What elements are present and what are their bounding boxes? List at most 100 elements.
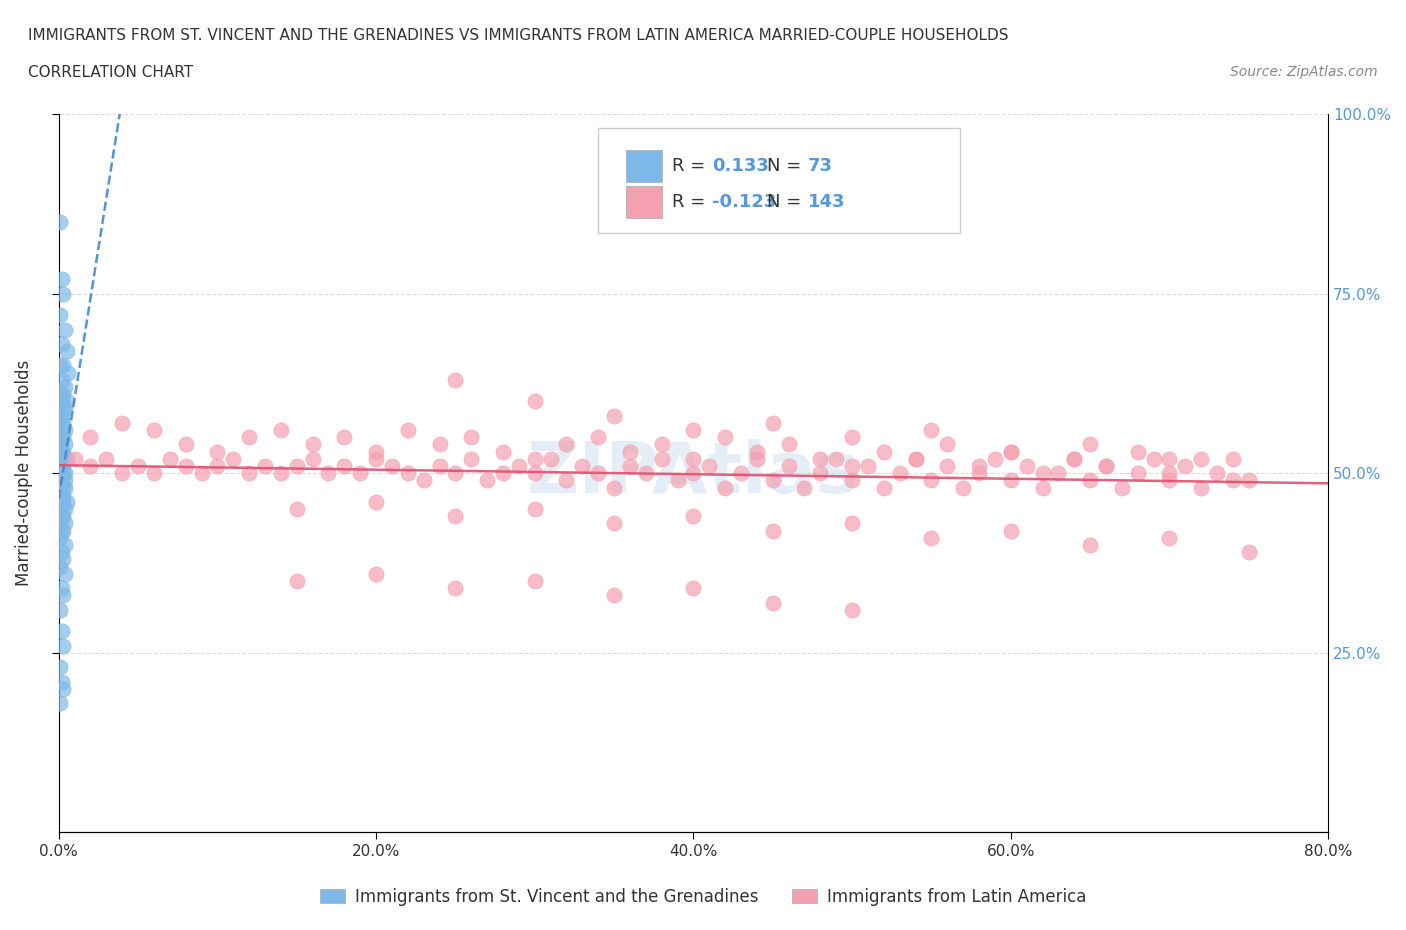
Point	[53, 516, 76, 531]
Point	[349, 466, 371, 481]
Point	[586, 466, 609, 481]
Point	[49, 516, 72, 531]
Point	[778, 458, 800, 473]
Point	[444, 372, 467, 387]
Point	[333, 458, 356, 473]
Point	[49, 480, 72, 495]
Point	[1222, 451, 1244, 466]
Point	[1159, 451, 1181, 466]
Point	[49, 451, 72, 466]
Point	[714, 430, 737, 445]
Point	[586, 430, 609, 445]
Point	[841, 473, 863, 488]
Point	[841, 430, 863, 445]
Point	[49, 487, 72, 502]
Point	[745, 451, 768, 466]
Point	[682, 451, 704, 466]
Point	[52, 401, 75, 416]
Point	[682, 509, 704, 524]
Point	[301, 451, 323, 466]
Point	[222, 451, 245, 466]
Point	[1015, 458, 1038, 473]
Point	[762, 524, 785, 538]
Point	[651, 451, 673, 466]
Point	[270, 466, 292, 481]
Point	[51, 445, 73, 459]
FancyBboxPatch shape	[626, 186, 662, 219]
Point	[1126, 445, 1149, 459]
Point	[51, 394, 73, 409]
Point	[49, 408, 72, 423]
Point	[49, 530, 72, 545]
Point	[253, 458, 276, 473]
Point	[49, 308, 72, 323]
Text: R =: R =	[672, 157, 704, 176]
Point	[603, 408, 626, 423]
Point	[51, 674, 73, 689]
Point	[1222, 473, 1244, 488]
Point	[634, 466, 657, 481]
Point	[555, 473, 578, 488]
Point	[51, 272, 73, 286]
Point	[1000, 445, 1022, 459]
Text: N =: N =	[768, 193, 801, 210]
Point	[51, 580, 73, 595]
Point	[619, 445, 641, 459]
Point	[523, 574, 546, 589]
Point	[52, 487, 75, 502]
Point	[904, 451, 927, 466]
Point	[53, 422, 76, 437]
Point	[682, 422, 704, 437]
Point	[808, 451, 831, 466]
Point	[51, 487, 73, 502]
Point	[207, 445, 229, 459]
Text: N =: N =	[768, 157, 801, 176]
Point	[55, 394, 77, 409]
Point	[1159, 466, 1181, 481]
Point	[904, 451, 927, 466]
Point	[79, 458, 101, 473]
Point	[364, 451, 387, 466]
Point	[619, 458, 641, 473]
Point	[52, 445, 75, 459]
Point	[396, 466, 419, 481]
Point	[555, 437, 578, 452]
Point	[1047, 466, 1070, 481]
Point	[238, 466, 260, 481]
Text: IMMIGRANTS FROM ST. VINCENT AND THE GRENADINES VS IMMIGRANTS FROM LATIN AMERICA : IMMIGRANTS FROM ST. VINCENT AND THE GREN…	[28, 28, 1008, 43]
Point	[49, 659, 72, 674]
Point	[603, 480, 626, 495]
Point	[1189, 451, 1212, 466]
Point	[460, 451, 482, 466]
Point	[142, 422, 165, 437]
Point	[429, 437, 451, 452]
Point	[49, 473, 72, 488]
Point	[142, 466, 165, 481]
Point	[1095, 458, 1118, 473]
Point	[920, 422, 942, 437]
FancyBboxPatch shape	[626, 150, 662, 182]
Point	[603, 588, 626, 603]
Point	[523, 501, 546, 516]
Point	[52, 480, 75, 495]
Point	[52, 430, 75, 445]
Point	[51, 509, 73, 524]
Point	[1031, 480, 1053, 495]
Point	[1189, 480, 1212, 495]
Point	[730, 466, 752, 481]
Point	[55, 495, 77, 510]
Point	[127, 458, 149, 473]
Text: R =: R =	[672, 193, 704, 210]
Point	[381, 458, 404, 473]
Point	[1000, 473, 1022, 488]
Point	[53, 473, 76, 488]
Point	[540, 451, 562, 466]
Y-axis label: Married-couple Households: Married-couple Households	[15, 360, 32, 586]
Point	[1063, 451, 1085, 466]
Text: -0.123: -0.123	[713, 193, 778, 210]
Point	[58, 365, 80, 380]
Point	[492, 445, 515, 459]
Point	[873, 445, 896, 459]
Point	[508, 458, 530, 473]
Point	[571, 458, 593, 473]
